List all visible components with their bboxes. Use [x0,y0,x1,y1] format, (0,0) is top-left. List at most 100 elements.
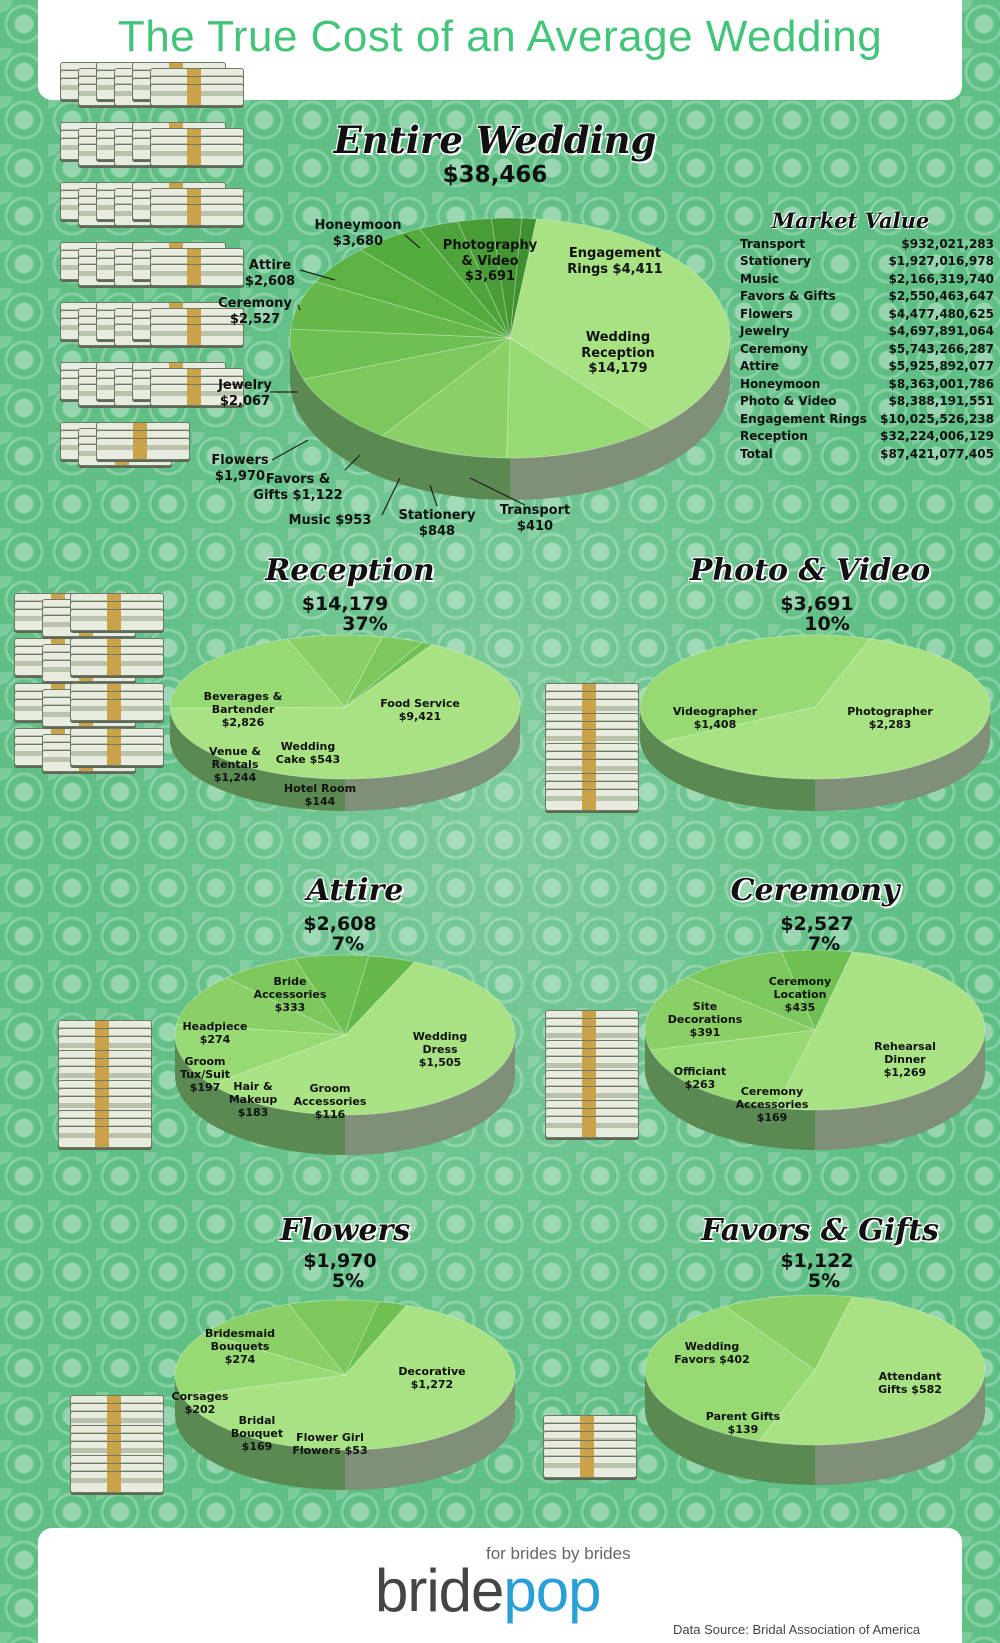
entire-slice-label-line: Ceremony [218,296,292,311]
flowers-slice-label-line: Flower Girl [296,1431,364,1444]
entire-slice-label: Photography & Video $3,691 [443,238,537,285]
entire-leader-line [344,454,361,471]
market-value-title: Market Value [771,208,930,233]
market-row-value: $2,166,319,740 [888,271,994,286]
ceremony-slice [685,951,816,1031]
favors-slice-label: Attendant Gifts $582 [878,1370,942,1396]
ceremony-slice-label-line: $263 [684,1078,716,1092]
ceremony-pie-side-shade [815,1030,985,1150]
entire-slice-label: Ceremony $2,527 [218,296,292,327]
ceremony-slice-label-line: Officiant [673,1065,727,1078]
entire-slice-label-line: $410 [516,518,554,534]
entire-slice [314,249,511,339]
photo-pct: 10% [804,613,850,635]
reception-slice-label-line: Beverages & [203,690,283,703]
market-row-label: Engagement Rings [740,411,867,426]
ceremony-slice-label: Site Decorations $391 [668,1000,742,1040]
entire-slice-label-line: $3,680 [332,233,384,249]
flowers-slice-label: Bridal Bouquet $169 [231,1414,283,1454]
photo-pie-side-shade [815,707,990,811]
entire-slice [289,328,511,380]
flowers-slice-label-line: Flowers $53 [292,1444,368,1458]
ceremony-slice-label-line: Accessories [735,1098,809,1112]
brand-logo[interactable]: bridepop [375,1556,602,1625]
market-row: Engagement Rings $10,025,526,238 [740,410,994,428]
ceremony-slice-label-line: Decorations [667,1013,743,1027]
entire-slice [457,218,511,339]
money-bill [70,654,164,676]
entire-leader-line [469,477,526,506]
market-row-value: $8,388,191,551 [888,394,994,409]
market-row: Stationery $1,927,016,978 [740,253,994,271]
reception-slice-label-line: Bartender [211,703,275,717]
money-bill [70,744,164,766]
attire-slice-label: Bride Accessories $333 [254,975,327,1015]
attire-slice-label: Groom Tux/Suit $197 [180,1055,230,1095]
market-row-value: $8,363,001,786 [888,376,994,391]
ceremony-amount: $2,527 [780,913,854,935]
photo-slice-label: Videographer $1,408 [673,705,757,731]
entire-slice [490,217,523,339]
market-value-table: Transport $932,021,283 Stationery $1,927,01… [740,235,994,463]
entire-title: Entire Wedding [333,118,657,162]
reception-slice-label-line: $1,244 [213,771,257,785]
attire-slice [344,955,416,1036]
flowers-slice-label-line: $202 [184,1403,216,1417]
entire-slice-label-line: Wedding [585,330,651,345]
reception-slice-label-line: Wedding [280,740,336,753]
reception-slice-label-line: $9,421 [398,710,442,724]
reception-slice-label: Venue & Rentals $1,244 [209,745,261,785]
entire-slice [302,337,511,437]
market-row-label: Flowers [740,306,793,321]
market-row: Transport $932,021,283 [740,235,994,253]
entire-leader-line [429,484,438,507]
reception-slice-label-line: Venue & [209,745,261,758]
attire-slice-label-line: $333 [274,1001,306,1015]
attire-slice-label: Wedding Dress $1,505 [413,1030,467,1070]
money-bill [70,699,164,721]
ceremony-slice-label-line: Ceremony [768,975,832,988]
flowers-title: Flowers [279,1213,411,1248]
entire-slice-label-line: $848 [418,523,456,539]
attire-slice [176,977,346,1036]
attire-slice-label-line: Groom [309,1082,351,1095]
photo-slice [660,638,991,780]
ceremony-slice [774,951,986,1111]
entire-slice-label-line: $14,179 [588,361,648,377]
reception-slice [344,641,434,708]
entire-slice-label-line: Photography [442,238,538,253]
favors-slice-label-line: Wedding [684,1340,740,1353]
entire-slice-label: Honeymoon $3,680 [314,218,401,249]
reception-slice-label-line: Hotel Room [283,782,357,795]
entire-slice-label-line: Favors & [265,472,331,487]
reception-slice-label: Wedding Cake $543 [276,740,340,766]
attire-slice-label: Hair & Makeup $183 [229,1080,278,1120]
attire-slice [210,961,516,1116]
entire-slice-label-line: Honeymoon [314,218,402,233]
attire-slice-label-line: $183 [237,1106,269,1120]
entire-slice-label-line: & Video [461,253,519,269]
market-row-value: $2,550,463,647 [888,289,994,304]
entire-slice-label-line: Jewelry [218,378,272,393]
brand-tagline: for brides by brides [486,1544,631,1563]
entire-slice-label-line: $3,691 [464,269,516,285]
ceremony-slice-label-line: Site [692,1000,718,1013]
market-row: Attire $5,925,892,077 [740,358,994,376]
reception-amount: $14,179 [301,593,389,615]
favors-slice-label-line: Attendant [878,1370,942,1383]
money-bill [70,1471,164,1493]
reception-slice [344,636,424,708]
flowers-amount: $1,970 [303,1250,377,1272]
entire-leader-line [271,439,309,461]
attire-title: Attire [306,873,404,908]
brand-name-b: pop [503,1557,601,1624]
favors-slice-label: Wedding Favors $402 [674,1340,749,1366]
reception-slice [169,638,346,709]
entire-slice-label-line: $2,067 [219,393,271,409]
entire-slice-label: Jewelry $2,067 [218,378,272,409]
money-bill [70,609,164,631]
